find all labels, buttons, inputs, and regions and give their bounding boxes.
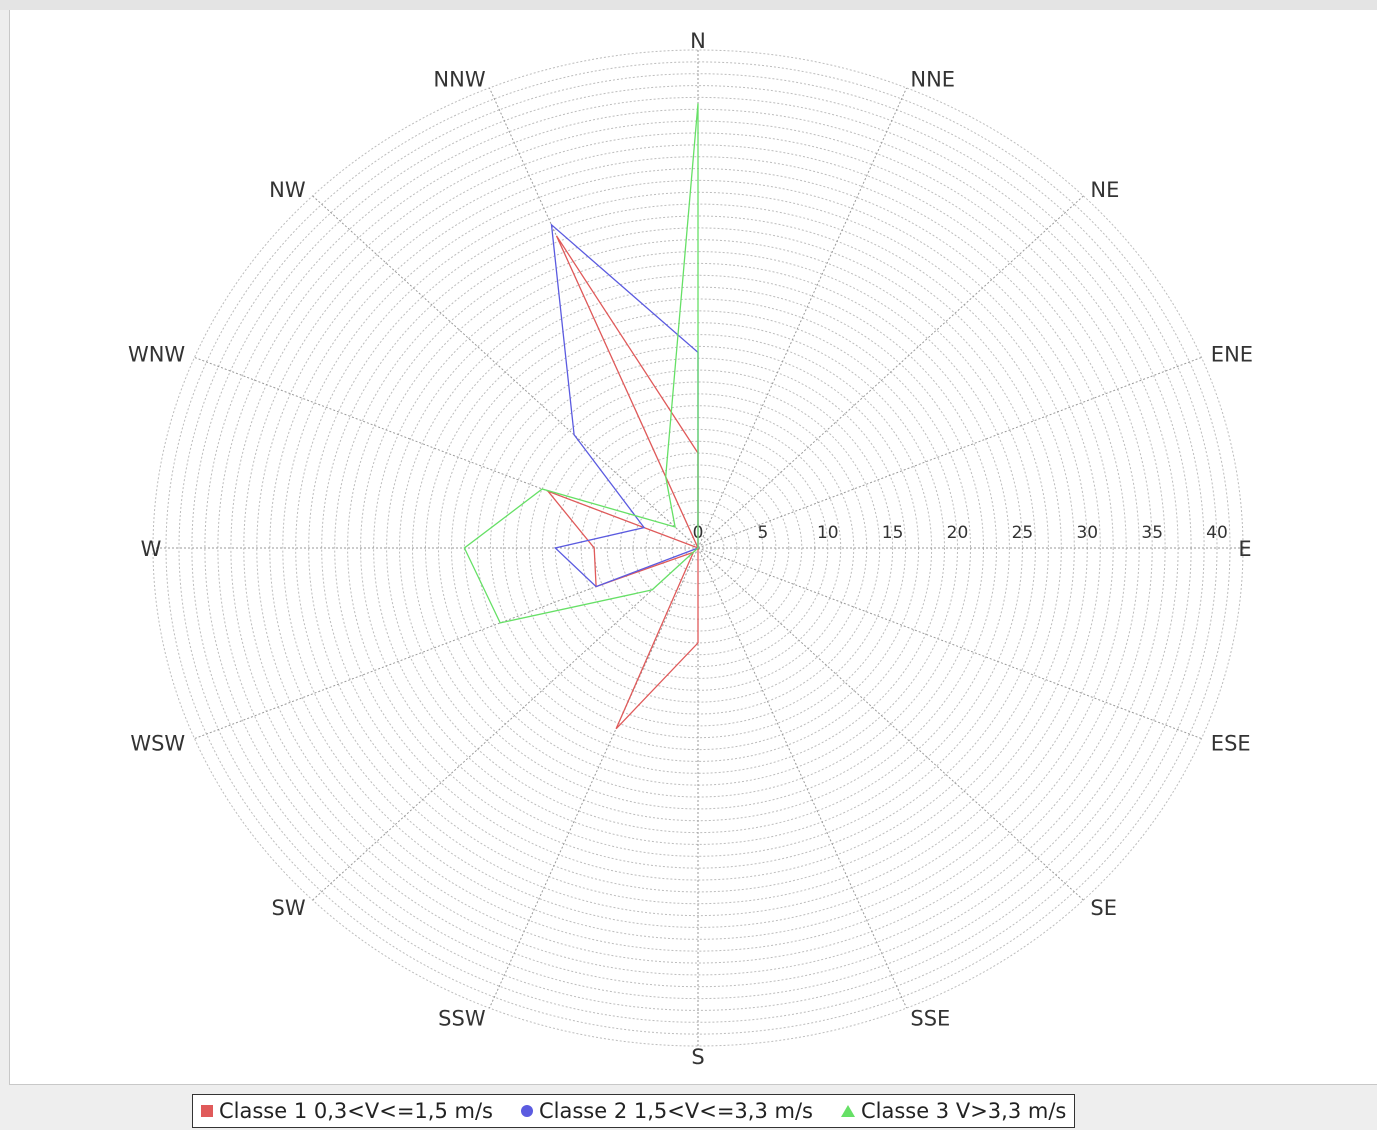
series-2-line <box>550 223 699 588</box>
grid-ring <box>593 452 803 644</box>
direction-label-ne: NE <box>1090 178 1119 202</box>
spoke-nne <box>697 87 908 549</box>
legend-label: Classe 1 0,3<V<=1,5 m/s <box>219 1099 493 1123</box>
direction-labels: N NNE NE ENE E ESE SE SSE S SSW SW WSW W WNW NW NNW <box>128 29 1253 1069</box>
spoke-ne <box>697 195 1084 549</box>
grid-ring <box>295 179 1101 917</box>
direction-label-sw: SW <box>271 896 305 920</box>
grid-ring <box>438 310 958 786</box>
legend: Classe 1 0,3<V<=1,5 m/s Classe 2 1,5<V<=3… <box>192 1094 1076 1128</box>
grid-ring <box>230 120 1166 976</box>
legend-item-3: Classe 3 V>3,3 m/s <box>840 1099 1067 1123</box>
direction-label-nnw: NNW <box>433 68 485 92</box>
grid-ring <box>451 322 945 774</box>
direction-label-e: E <box>1238 537 1251 561</box>
radial-tick-label: 25 <box>1012 523 1034 543</box>
legend-item-1: Classe 1 0,3<V<=1,5 m/s <box>201 1099 493 1123</box>
series-3-line <box>463 103 699 624</box>
direction-label-w: W <box>141 537 162 561</box>
legend-square-icon <box>201 1105 213 1117</box>
chart-panel: 0 5 10 15 20 25 30 35 40 N NNE NE ENE E ESE SE SSE S SSW S… <box>9 10 1377 1085</box>
direction-label-ene: ENE <box>1211 343 1253 367</box>
direction-label-sse: SSE <box>910 1006 950 1030</box>
direction-label-n: N <box>690 29 706 53</box>
legend-label: Classe 2 1,5<V<=3,3 m/s <box>538 1099 813 1123</box>
direction-label-se: SE <box>1090 896 1117 920</box>
direction-label-ssw: SSW <box>438 1006 486 1030</box>
grid-ring <box>191 85 1205 1011</box>
radial-tick-label: 40 <box>1206 523 1228 543</box>
spoke-sse <box>697 547 908 1009</box>
spoke-nw <box>312 195 699 549</box>
grid-ring <box>658 511 738 585</box>
spoke-ene <box>697 356 1202 549</box>
legend-item-2: Classe 2 1,5<V<=3,3 m/s <box>520 1099 813 1123</box>
legend-label: Classe 3 V>3,3 m/s <box>860 1099 1067 1123</box>
direction-label-wsw: WSW <box>130 731 185 755</box>
series-lines <box>463 103 700 730</box>
direction-label-s: S <box>691 1045 704 1069</box>
radial-tick-label: 15 <box>882 523 904 543</box>
grid-ring <box>178 73 1218 1023</box>
spoke-ssw <box>488 547 699 1009</box>
radial-tick-label: 35 <box>1141 523 1163 543</box>
spoke-sw <box>312 547 699 901</box>
direction-label-ese: ESE <box>1211 731 1251 755</box>
spoke-se <box>697 547 1084 901</box>
grid-ring <box>334 215 1062 881</box>
radial-tick-label: 10 <box>817 523 839 543</box>
wind-rose-chart: 0 5 10 15 20 25 30 35 40 NNNENEENEEESESESSESSSWS… <box>128 29 1253 1069</box>
legend-triangle-icon <box>840 1105 855 1117</box>
window-top-strip <box>0 0 1377 10</box>
grid-ring <box>541 405 855 691</box>
radial-tick-label: 20 <box>947 523 969 543</box>
direction-label-wnw: WNW <box>128 343 185 367</box>
direction-label-nne: NNE <box>910 68 955 92</box>
grid-ring <box>347 227 1049 869</box>
legend-circle-icon <box>520 1105 533 1117</box>
radial-tick-labels: 0 5 10 15 20 25 30 35 40 <box>693 523 1228 543</box>
radial-tick-label: 5 <box>757 523 768 543</box>
spoke-ese <box>697 547 1202 740</box>
radial-tick-label: 30 <box>1076 523 1098 543</box>
direction-label-nw: NW <box>269 178 306 202</box>
